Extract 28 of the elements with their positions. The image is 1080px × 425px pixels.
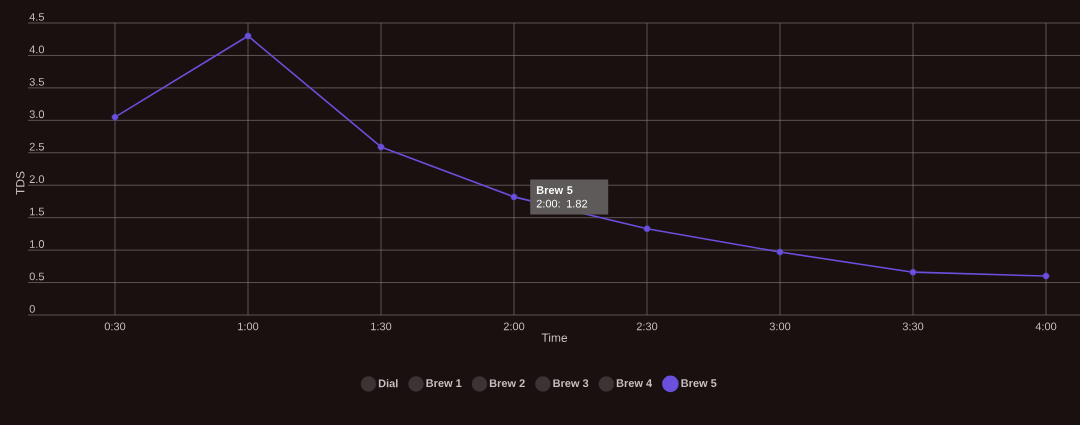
x-tick-label: 3:30 xyxy=(902,322,924,331)
legend-label: Dial xyxy=(378,379,398,388)
x-tick-label: 2:00 xyxy=(503,322,525,331)
y-tick-label: 0.5 xyxy=(29,272,45,281)
x-tick-label: 3:00 xyxy=(769,322,791,331)
legend-label: Brew 3 xyxy=(553,379,589,388)
legend-label: Brew 5 xyxy=(681,379,717,388)
y-axis-title: TDS xyxy=(15,171,25,195)
legend-label: Brew 4 xyxy=(616,379,653,388)
annotation: Brew 5 xyxy=(536,186,573,194)
y-tick-label: 4.0 xyxy=(29,45,45,54)
x-tick-label: 0:30 xyxy=(104,322,126,331)
legend-label: Brew 1 xyxy=(426,379,462,388)
y-tick-label: 2.5 xyxy=(29,142,45,151)
x-tick-label: 1:30 xyxy=(371,322,392,331)
y-tick-label: 3.5 xyxy=(29,77,45,86)
y-tick-label: 1.5 xyxy=(30,207,45,216)
x-tick-label: 2:30 xyxy=(636,322,658,331)
y-tick-label: 3.0 xyxy=(29,110,45,119)
legend-label: Brew 2 xyxy=(489,379,525,388)
y-tick-label: 2.0 xyxy=(29,175,45,184)
x-tick-label: 4:00 xyxy=(1035,322,1057,331)
x-axis-title: Time xyxy=(541,333,568,342)
annotation: 2:00: 1.82 xyxy=(536,199,588,208)
y-tick-label: 4.5 xyxy=(29,13,45,21)
x-tick-label: 1:00 xyxy=(238,322,259,331)
y-tick-label: 1.0 xyxy=(30,240,45,248)
y-tick-label: 0 xyxy=(29,305,35,313)
